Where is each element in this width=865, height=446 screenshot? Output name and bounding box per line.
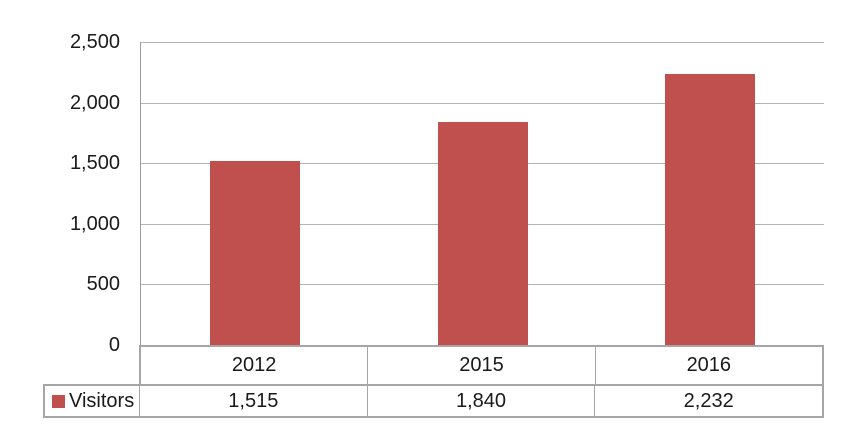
- table-value-2015: 1,840: [366, 386, 595, 416]
- bar-2016: [665, 74, 756, 345]
- legend-swatch-icon: [52, 394, 65, 408]
- bar-2015: [437, 122, 528, 345]
- x-axis-label: 2012: [231, 354, 277, 376]
- gridline: [141, 42, 824, 43]
- x-axis-label: 2016: [594, 347, 822, 384]
- legend-label: Visitors: [69, 389, 135, 412]
- y-axis-tick-label: 2,500: [69, 31, 120, 53]
- table-value-2012: 1,515: [228, 389, 279, 412]
- plot-area: [140, 42, 824, 345]
- legend-cell: Visitors: [45, 386, 140, 416]
- y-axis-tick-label: 500: [86, 273, 120, 296]
- bar-2012: [209, 161, 300, 345]
- x-axis-category-row: 2012 2015 2016: [139, 345, 824, 386]
- y-axis-tick-label: 1,000: [69, 212, 120, 235]
- y-axis-tick-label: 0: [108, 334, 120, 356]
- y-axis-tick-label: 2,000: [69, 91, 120, 114]
- y-axis-labels: 2,500 2,000 1,500 1,000 500 0: [0, 0, 120, 446]
- y-axis-tick-label: 1,500: [69, 152, 120, 175]
- data-table-row: Visitors 1,515 1,840 2,232: [43, 384, 824, 418]
- table-value-2016: 2,232: [594, 386, 822, 416]
- gridline: [141, 102, 824, 104]
- x-axis-label: 2015: [367, 347, 594, 384]
